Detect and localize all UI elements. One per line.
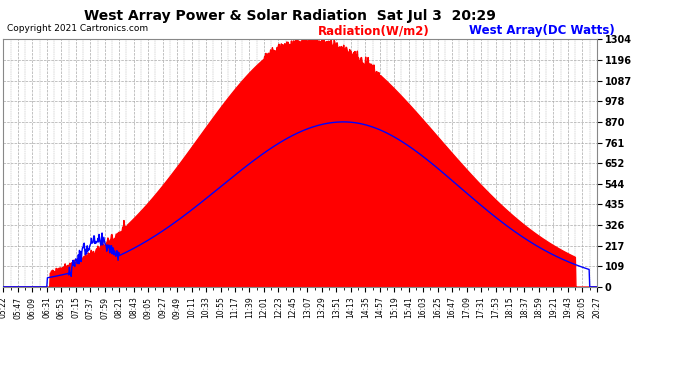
Text: Copyright 2021 Cartronics.com: Copyright 2021 Cartronics.com xyxy=(7,24,148,33)
Text: Radiation(W/m2): Radiation(W/m2) xyxy=(317,24,429,38)
Text: West Array(DC Watts): West Array(DC Watts) xyxy=(469,24,615,38)
Text: West Array Power & Solar Radiation  Sat Jul 3  20:29: West Array Power & Solar Radiation Sat J… xyxy=(84,9,495,23)
